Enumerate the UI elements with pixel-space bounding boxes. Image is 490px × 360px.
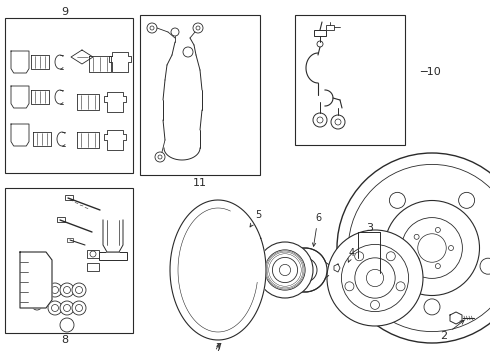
Circle shape (337, 153, 490, 343)
Polygon shape (450, 312, 462, 324)
Circle shape (313, 113, 327, 127)
Circle shape (60, 283, 74, 297)
Polygon shape (33, 132, 51, 146)
Text: 11: 11 (193, 178, 207, 188)
Circle shape (390, 192, 405, 208)
Polygon shape (104, 130, 126, 150)
Circle shape (60, 301, 74, 315)
Bar (5, 18, 133, 173)
Bar (338, 266, 360, 270)
Polygon shape (20, 252, 52, 308)
Circle shape (60, 318, 74, 332)
Circle shape (396, 282, 405, 291)
Bar (87, 263, 99, 271)
Bar (99, 252, 127, 260)
Polygon shape (11, 51, 29, 73)
Circle shape (48, 283, 62, 297)
Polygon shape (71, 50, 93, 64)
Polygon shape (77, 94, 99, 110)
Bar (87, 250, 99, 258)
Polygon shape (103, 220, 123, 252)
Bar (57, 217, 65, 222)
Circle shape (370, 300, 379, 309)
Circle shape (459, 192, 475, 208)
Bar (140, 15, 260, 175)
Circle shape (331, 115, 345, 129)
Circle shape (283, 248, 327, 292)
Circle shape (48, 301, 62, 315)
Text: 2: 2 (441, 320, 464, 341)
Text: ─10: ─10 (420, 67, 441, 77)
Circle shape (424, 299, 440, 315)
Polygon shape (109, 52, 131, 72)
Circle shape (72, 283, 86, 297)
Bar (65, 195, 73, 200)
Text: 9: 9 (61, 7, 69, 17)
Polygon shape (11, 124, 29, 146)
Text: 4: 4 (348, 248, 355, 262)
Circle shape (368, 258, 384, 274)
Circle shape (327, 230, 423, 326)
Polygon shape (170, 200, 266, 340)
Polygon shape (89, 56, 111, 72)
Bar (314, 30, 326, 36)
Bar (5, 188, 133, 333)
Polygon shape (77, 132, 99, 148)
Circle shape (480, 258, 490, 274)
Circle shape (257, 242, 313, 298)
Polygon shape (11, 86, 29, 108)
Text: 1: 1 (0, 359, 1, 360)
Bar (326, 25, 334, 30)
Circle shape (345, 282, 354, 291)
Text: 6: 6 (313, 213, 321, 246)
Polygon shape (104, 92, 126, 112)
Text: 3: 3 (367, 223, 373, 233)
Text: 8: 8 (61, 335, 69, 345)
Bar (295, 15, 405, 145)
Circle shape (72, 301, 86, 315)
Text: 7: 7 (215, 343, 221, 353)
Text: 5: 5 (250, 210, 261, 227)
Polygon shape (31, 55, 49, 69)
Bar (67, 238, 73, 242)
Polygon shape (31, 90, 49, 104)
Circle shape (355, 252, 364, 261)
Circle shape (386, 252, 395, 261)
Polygon shape (334, 264, 340, 272)
